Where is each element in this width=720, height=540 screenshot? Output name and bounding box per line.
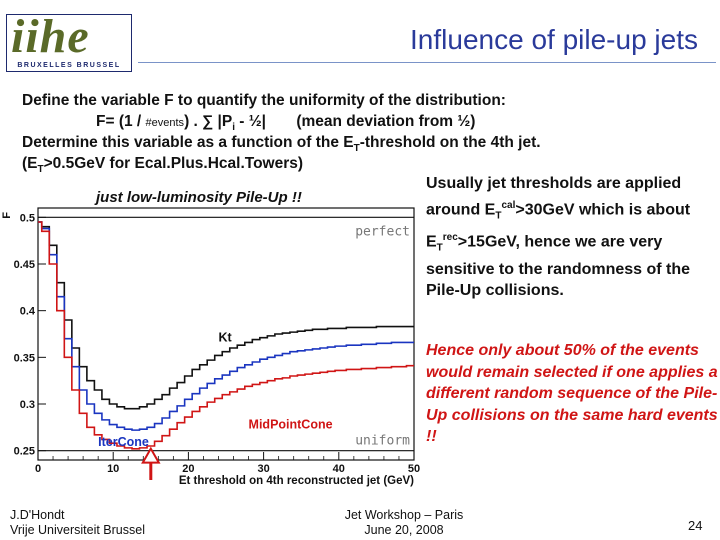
page-number: 24 <box>688 518 703 533</box>
x-tick-label: 20 <box>182 463 194 475</box>
reference-label-perfect: perfect <box>355 224 410 239</box>
plot-background <box>0 190 420 490</box>
logo-subtitle: BRUXELLES BRUSSEL <box>17 62 121 69</box>
tick-layer: 0.25 0.3 0.35 0.4 0.45 0.5 0 10 20 30 40 50 <box>14 212 420 475</box>
footer-author: J.D'Hondt <box>10 508 65 522</box>
y-tick-label: 0.25 <box>14 446 35 458</box>
y-tick-label: 0.45 <box>14 259 35 271</box>
line3-sub: T <box>353 143 360 155</box>
formula-note: (mean deviation from ½) <box>296 113 476 130</box>
logo-text: iihe <box>11 10 90 63</box>
definition-line-3: Determine this variable as a function of… <box>22 134 541 154</box>
iihe-logo: iihe BRUXELLES BRUSSEL <box>6 10 132 72</box>
footer-date: June 20, 2008 <box>364 523 444 537</box>
right-paragraph-2: Hence only about 50% of the events would… <box>426 342 718 445</box>
header-divider <box>138 62 716 63</box>
arrow-head <box>141 446 161 464</box>
footer-event: Jet Workshop – Paris <box>344 508 464 522</box>
series-labels: Kt IterCone MidPointCone <box>98 330 332 449</box>
logo-wordmark: iihe <box>11 9 90 64</box>
series-label-itercone: IterCone <box>98 435 149 449</box>
x-tick-label: 50 <box>408 463 420 475</box>
y-tick-label: 0.3 <box>20 399 35 411</box>
x-axis-label: Et threshold on 4th reconstructed jet (G… <box>179 475 414 487</box>
formula-sub: i <box>232 122 235 134</box>
right1-text-a: Usually jet thresholds are applied aroun… <box>426 175 682 218</box>
line4-text-a: (E <box>22 155 38 172</box>
y-tick-label: 0.5 <box>20 212 35 224</box>
pileup-uniformity-chart: perfect uniform 0.25 0.3 0.35 0.4 0.45 0.5 0 10 2… <box>0 190 420 490</box>
x-tick-label: 30 <box>257 463 269 475</box>
x-tick-label: 0 <box>35 463 41 475</box>
annotation-arrow <box>141 446 161 480</box>
definition-formula: F= (1 / #events) . ∑ |Pi - ½| (mean devi… <box>96 113 475 133</box>
plot-note: just low-luminosity Pile-Up !! <box>96 189 302 206</box>
definition-line-1: Define the variable F to quantify the un… <box>22 92 506 109</box>
formula-suffix: - ½| <box>234 113 267 130</box>
series-label-kt: Kt <box>218 330 232 344</box>
footer-institution: Vrije Universiteit Brussel <box>10 523 145 537</box>
series-line-midpointcone <box>38 221 414 450</box>
right1-sub1: T <box>495 210 502 222</box>
line4-text-b: >0.5GeV for Ecal.Plus.Hcal.Towers) <box>43 155 304 172</box>
slide-title: Influence of pile-up jets <box>410 24 698 55</box>
right1-sup2: rec <box>442 231 458 243</box>
x-tick-label: 40 <box>333 463 345 475</box>
line4-sub: T <box>37 164 44 176</box>
line3-text-b: -threshold on the 4th jet. <box>359 134 541 151</box>
right-paragraph-1: Usually jet thresholds are applied aroun… <box>426 173 718 302</box>
right1-sub2: T <box>436 242 443 254</box>
series-layer <box>38 221 414 450</box>
formula-mid: ) . ∑ |P <box>184 113 233 130</box>
footer-center: Jet Workshop – Paris June 20, 2008 <box>334 508 474 538</box>
formula-prefix: F= (1 / <box>96 113 146 130</box>
reference-lines: perfect uniform <box>38 216 414 452</box>
reference-label-uniform: uniform <box>355 434 410 449</box>
y-tick-label: 0.4 <box>20 306 36 318</box>
footer-left: J.D'Hondt Vrije Universiteit Brussel <box>10 508 145 538</box>
y-axis-label: F <box>1 212 13 219</box>
series-line-itercone <box>38 221 414 431</box>
y-tick-label: 0.35 <box>14 352 35 364</box>
right1-text-b: >30GeV which is about E <box>426 200 691 250</box>
right1-text-c: >15GeV, hence we are very sensitive to t… <box>426 232 691 300</box>
x-tick-label: 10 <box>107 463 119 475</box>
right1-sup1: cal <box>501 199 516 211</box>
line3-text-a: Determine this variable as a function of… <box>22 134 354 151</box>
series-label-midpointcone: MidPointCone <box>249 417 333 431</box>
plot-frame <box>37 207 415 461</box>
definition-line-4: (ET>0.5GeV for Ecal.Plus.Hcal.Towers) <box>22 155 303 175</box>
series-line-kt <box>38 221 414 410</box>
formula-events: #events <box>145 117 185 129</box>
